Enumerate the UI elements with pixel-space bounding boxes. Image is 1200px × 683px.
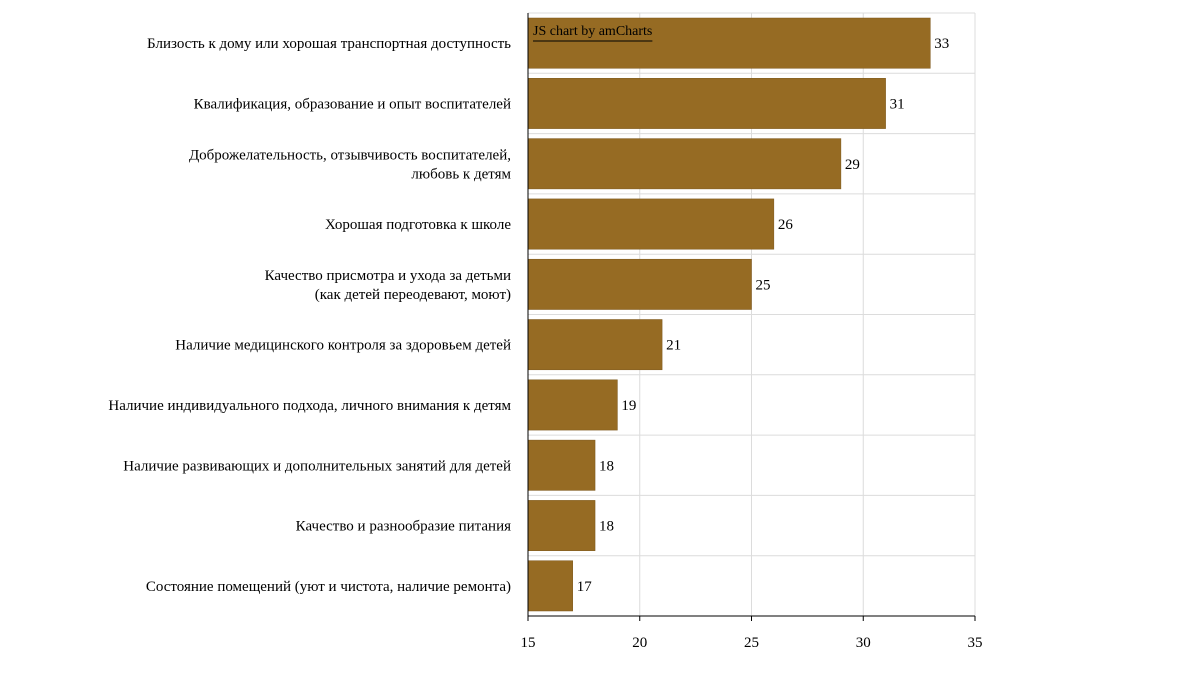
category-label-line: Состояние помещений (уют и чистота, нали…	[146, 579, 511, 595]
data-label: 17	[577, 579, 593, 595]
data-label: 33	[934, 36, 949, 52]
bar[interactable]	[527, 439, 596, 491]
amcharts-credit[interactable]: JS chart by amCharts	[533, 24, 653, 42]
data-label: 25	[756, 277, 771, 293]
x-tick-label: 20	[632, 635, 647, 651]
category-label: Близость к дому или хорошая транспортная…	[147, 36, 511, 52]
data-label: 18	[599, 519, 614, 535]
category-label: Квалификация, образование и опыт воспита…	[194, 96, 511, 112]
category-label-line: Наличие развивающих и дополнительных зан…	[123, 458, 511, 474]
x-tick-label: 35	[968, 635, 983, 651]
category-label-line: (как детей переодевают, моют)	[315, 287, 511, 303]
category-label: Наличие индивидуального подхода, личного…	[108, 398, 511, 414]
data-label: 31	[890, 96, 905, 112]
category-label-line: Доброжелательность, отзывчивость воспита…	[189, 147, 511, 163]
data-label: 29	[845, 157, 860, 173]
category-label-line: Квалификация, образование и опыт воспита…	[194, 96, 511, 112]
category-label: Доброжелательность, отзывчивость воспита…	[189, 147, 512, 182]
category-label: Качество и разнообразие питания	[296, 519, 511, 535]
x-tick-label: 30	[856, 635, 871, 651]
bar[interactable]	[527, 17, 931, 69]
category-label-line: Наличие медицинского контроля за здоровь…	[175, 338, 511, 354]
category-label-line: Хорошая подготовка к школе	[325, 217, 511, 233]
bar[interactable]	[527, 138, 842, 190]
category-label-line: Наличие индивидуального подхода, личного…	[108, 398, 511, 414]
category-label-line: любовь к детям	[411, 166, 511, 182]
category-labels: Близость к дому или хорошая транспортная…	[108, 36, 511, 595]
credit-link[interactable]: JS chart by amCharts	[533, 24, 652, 39]
data-label: 19	[621, 398, 636, 414]
bar[interactable]	[527, 198, 775, 250]
category-label: Состояние помещений (уют и чистота, нали…	[146, 579, 511, 595]
bar[interactable]	[527, 78, 886, 129]
x-tick-label: 15	[521, 635, 536, 651]
category-label-line: Качество и разнообразие питания	[296, 519, 511, 535]
x-tick-labels: 15 20 25 30 35	[521, 635, 983, 651]
axes	[527, 13, 976, 621]
bar[interactable]	[527, 319, 663, 371]
data-label: 18	[599, 458, 614, 474]
data-label: 21	[666, 338, 681, 354]
bars	[527, 17, 931, 612]
bar[interactable]	[527, 560, 573, 612]
x-tick-label: 25	[744, 635, 759, 651]
bar[interactable]	[527, 379, 618, 431]
category-label-line: Близость к дому или хорошая транспортная…	[147, 36, 511, 52]
category-label: Качество присмотра и ухода за детьми (как…	[265, 268, 511, 303]
bar[interactable]	[527, 258, 752, 310]
category-label: Наличие развивающих и дополнительных зан…	[123, 458, 511, 474]
grid-lines	[527, 12, 976, 617]
category-label: Наличие медицинского контроля за здоровь…	[175, 338, 511, 354]
category-label-line: Качество присмотра и ухода за детьми	[265, 268, 511, 284]
category-label: Хорошая подготовка к школе	[325, 217, 511, 233]
bar[interactable]	[527, 500, 596, 551]
data-label: 26	[778, 217, 794, 233]
value-labels: 33 31 29 26 25 21 19 18 18 17	[577, 36, 950, 595]
